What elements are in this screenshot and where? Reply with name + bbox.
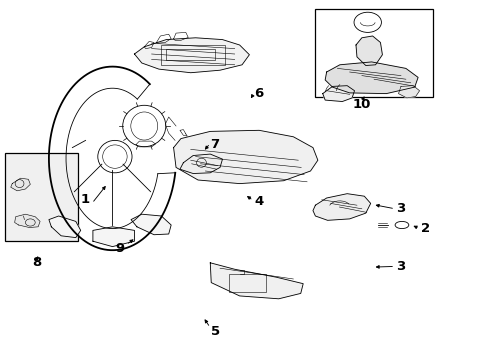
Text: 10: 10 xyxy=(352,98,370,111)
Polygon shape xyxy=(49,216,81,238)
Polygon shape xyxy=(325,62,417,94)
Polygon shape xyxy=(398,86,419,98)
Polygon shape xyxy=(11,178,30,191)
Polygon shape xyxy=(210,263,303,299)
Polygon shape xyxy=(322,86,354,102)
Text: 7: 7 xyxy=(210,138,219,150)
Bar xyxy=(161,45,224,65)
Polygon shape xyxy=(355,36,382,66)
Bar xyxy=(228,274,265,292)
Text: 8: 8 xyxy=(32,256,41,269)
Text: 9: 9 xyxy=(115,242,124,255)
Polygon shape xyxy=(15,214,40,228)
Polygon shape xyxy=(180,154,222,174)
Bar xyxy=(315,9,432,97)
Text: 4: 4 xyxy=(254,195,263,208)
Text: 3: 3 xyxy=(396,260,405,273)
Polygon shape xyxy=(131,214,171,235)
Bar xyxy=(166,49,215,60)
Text: 2: 2 xyxy=(420,222,429,235)
Polygon shape xyxy=(134,38,249,73)
Polygon shape xyxy=(93,227,134,247)
Polygon shape xyxy=(173,130,317,184)
Bar xyxy=(5,153,78,241)
Text: 1: 1 xyxy=(81,193,90,206)
Text: 5: 5 xyxy=(210,325,219,338)
Polygon shape xyxy=(312,194,370,220)
Text: 3: 3 xyxy=(396,202,405,215)
Text: 6: 6 xyxy=(254,87,263,100)
